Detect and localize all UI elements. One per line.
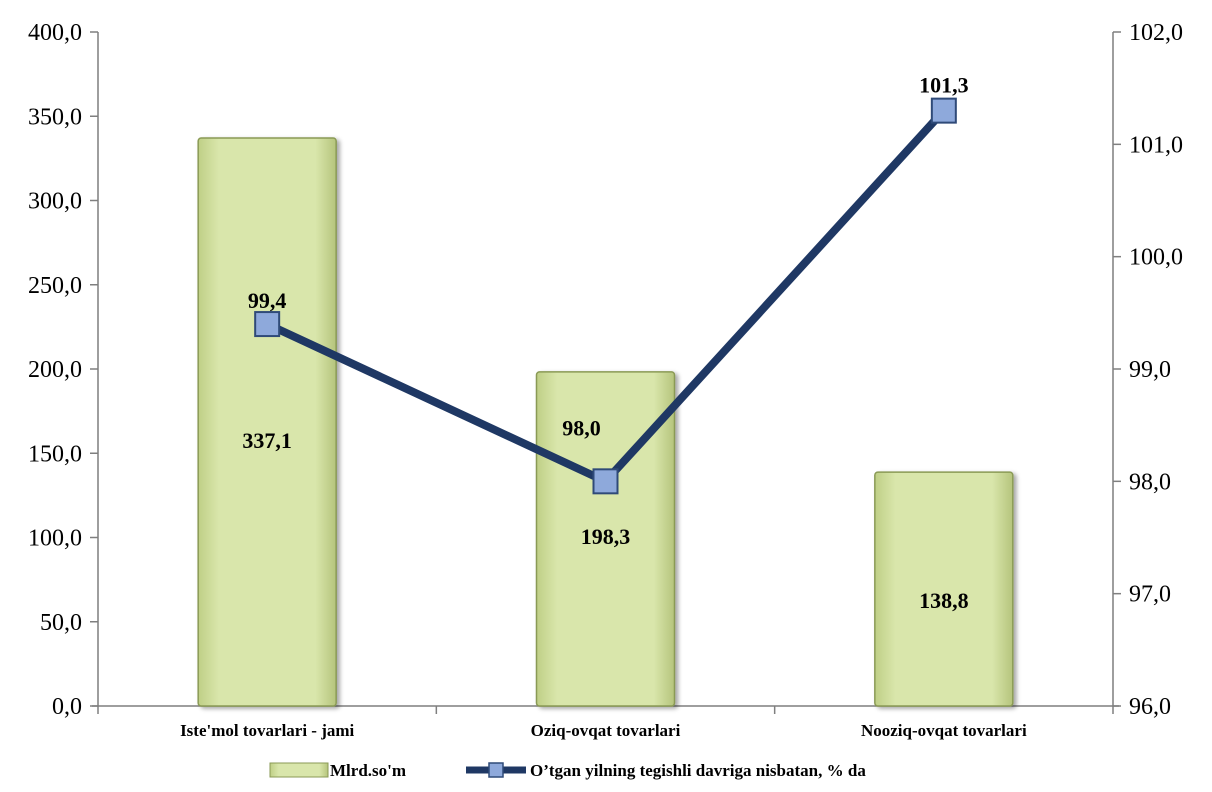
left-tick-label: 300,0 — [28, 189, 82, 215]
right-tick-label: 99,0 — [1129, 357, 1171, 383]
x-tick-label: Iste'mol tovarlari - jami — [180, 721, 354, 740]
line-point — [592, 468, 619, 495]
right-tick-label: 97,0 — [1129, 582, 1171, 608]
line-point — [930, 97, 957, 124]
bar — [874, 471, 1014, 707]
left-tick-label: 0,0 — [52, 694, 82, 720]
bar-series — [197, 137, 1014, 707]
line-data-label: 101,3 — [919, 73, 969, 98]
bar-data-label: 337,1 — [242, 428, 292, 453]
axes: 0,0 50,0 100,0 150,0 200,0 250,0 300,0 350,0 400… — [28, 20, 1183, 740]
right-tick-label: 101,0 — [1129, 132, 1183, 158]
left-tick-label: 150,0 — [28, 441, 82, 467]
legend-line-label: O’tgan yilning tegishli davriga nisbatan… — [530, 761, 866, 780]
bar-data-label: 198,3 — [581, 524, 631, 549]
right-tick-label: 102,0 — [1129, 20, 1183, 46]
line-data-label: 98,0 — [562, 415, 601, 440]
left-tick-label: 250,0 — [28, 273, 82, 299]
left-tick-label: 50,0 — [40, 610, 82, 636]
left-tick-label: 100,0 — [28, 526, 82, 552]
line-data-label: 99,4 — [248, 288, 287, 313]
left-tick-label: 200,0 — [28, 357, 82, 383]
right-tick-label: 96,0 — [1129, 694, 1171, 720]
right-tick-label: 98,0 — [1129, 469, 1171, 495]
legend-bar-label: Mlrd.so'm — [330, 761, 406, 780]
data-labels: 337,1 198,3 138,8 99,4 98,0 101,3 — [242, 73, 968, 613]
line-point — [254, 311, 281, 338]
legend-line-marker — [488, 762, 504, 778]
x-tick-label: Nooziq-ovqat tovarlari — [861, 721, 1027, 740]
legend-bar-swatch — [269, 762, 329, 778]
bar — [197, 137, 337, 707]
right-tick-label: 100,0 — [1129, 245, 1183, 271]
bar — [535, 371, 676, 707]
left-tick-label: 400,0 — [28, 20, 82, 46]
line-series — [254, 97, 957, 495]
left-tick-label: 350,0 — [28, 104, 82, 130]
bar-data-label: 138,8 — [919, 588, 969, 613]
legend: Mlrd.so'm O’tgan yilning tegishli davriga… — [269, 761, 866, 780]
x-tick-label: Oziq-ovqat tovarlari — [531, 721, 681, 740]
